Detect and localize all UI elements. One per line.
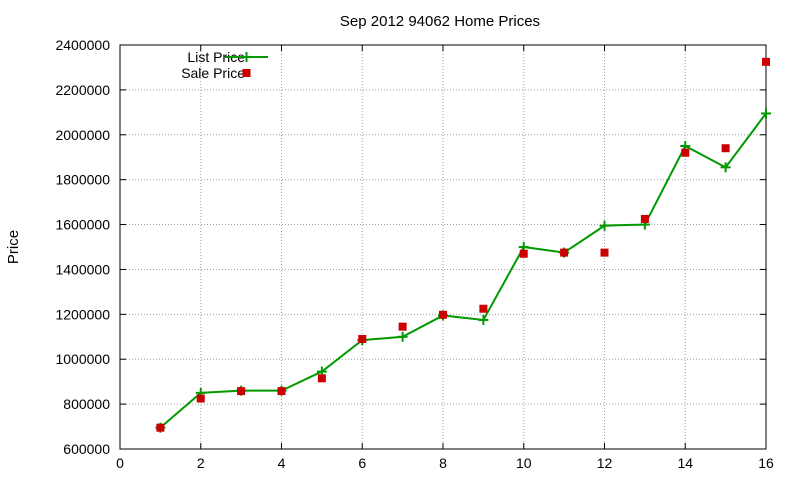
x-tick-label: 10: [516, 455, 532, 471]
chart-title: Sep 2012 94062 Home Prices: [340, 13, 540, 30]
legend-label: Sale Price: [181, 65, 245, 81]
sale-price-point: [277, 387, 286, 396]
sale-price-point: [479, 304, 488, 313]
sale-price-point: [762, 57, 770, 66]
x-tick-label: 14: [677, 455, 693, 471]
y-tick-label: 2200000: [55, 82, 110, 98]
sale-price-point: [317, 374, 326, 383]
sale-price-point: [681, 148, 690, 157]
x-tick-label: 16: [758, 455, 774, 471]
legend-label: List Price: [187, 49, 245, 65]
legend-swatch-plus: [241, 52, 252, 62]
y-tick-label: 2000000: [55, 127, 110, 143]
y-tick-label: 1200000: [55, 306, 110, 322]
list-price-point: [599, 220, 610, 231]
y-axis-label: Price: [5, 230, 22, 264]
sale-price-point: [600, 248, 609, 257]
y-tick-label: 800000: [63, 396, 110, 412]
y-tick-label: 1400000: [55, 261, 110, 277]
x-tick-label: 4: [278, 455, 286, 471]
grid-lines: [120, 45, 766, 449]
y-tick-label: 2400000: [55, 37, 110, 53]
sale-price-point: [519, 249, 528, 258]
data-series: [155, 57, 771, 433]
list-price-point: [397, 331, 408, 342]
legend-swatch-square: [242, 69, 251, 77]
x-tick-label: 2: [197, 455, 205, 471]
x-tick-label: 8: [439, 455, 447, 471]
sale-price-point: [237, 387, 246, 396]
y-tick-label: 1000000: [55, 351, 110, 367]
sale-price-point: [156, 423, 165, 432]
x-tick-label: 0: [116, 455, 124, 471]
list-price-point: [761, 108, 771, 119]
sale-price-point: [439, 310, 447, 319]
series-1: [156, 57, 770, 432]
list-price-point: [720, 162, 731, 173]
x-tick-label: 12: [597, 455, 613, 471]
sale-price-point: [560, 248, 569, 257]
y-tick-label: 600000: [63, 441, 110, 457]
y-tick-label: 1800000: [55, 172, 110, 188]
sale-price-point: [721, 144, 730, 153]
axes: 0 2 4 6 8 10 12 14 16 600000 800000 1000000 1200000 1…: [55, 37, 774, 471]
y-tick-label: 1600000: [55, 217, 110, 233]
sale-price-point: [640, 214, 649, 223]
list-price-line: [159, 112, 767, 429]
list-price-point: [478, 314, 489, 325]
series-0: [155, 108, 771, 433]
x-tick-label: 6: [358, 455, 366, 471]
sale-price-point: [196, 394, 205, 403]
sale-price-point: [358, 335, 367, 344]
sale-price-point: [398, 322, 407, 331]
